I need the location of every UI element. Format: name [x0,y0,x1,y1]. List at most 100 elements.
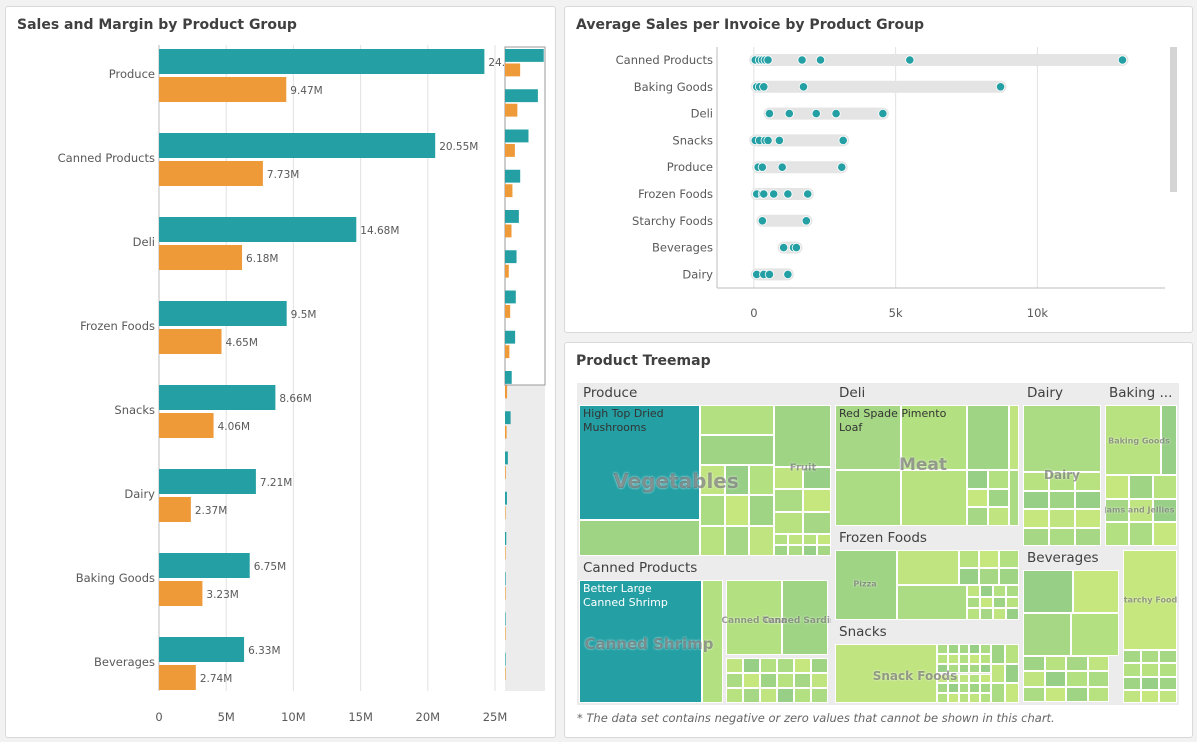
treemap-cell[interactable] [794,658,811,673]
treemap-cell[interactable] [1075,472,1101,491]
data-point[interactable] [764,109,775,119]
treemap-cell[interactable] [1141,663,1159,677]
data-point[interactable] [995,82,1006,92]
treemap-cell[interactable] [967,405,1009,470]
data-point[interactable] [757,162,767,172]
treemap-cell[interactable] [702,580,723,703]
treemap-cell[interactable] [774,489,803,512]
treemap-cell[interactable] [897,550,959,585]
treemap-cell[interactable] [1005,663,1019,684]
treemap-cell[interactable] [724,465,750,496]
treemap-cell[interactable] [980,693,991,703]
data-point[interactable] [769,189,779,199]
treemap-cell[interactable] [980,663,991,674]
treemap-cell[interactable] [969,693,981,703]
data-point[interactable] [774,135,784,145]
treemap-cell[interactable] [969,683,981,694]
treemap-cell[interactable] [937,663,948,674]
data-point[interactable] [757,216,767,226]
margin-bar[interactable] [159,665,196,690]
treemap-cell[interactable] [967,470,988,489]
treemap-cell[interactable] [980,653,991,664]
treemap-cell[interactable] [1023,527,1049,546]
data-point[interactable] [878,109,888,119]
treemap-cell[interactable] [811,688,828,703]
treemap-group-starchy-foods[interactable]: Starchy Foods [1121,548,1179,705]
treemap-cell[interactable] [811,673,828,688]
treemap-cell[interactable] [969,644,981,654]
treemap-cell[interactable] [774,545,789,556]
treemap-cell[interactable] [1023,671,1045,687]
treemap-cell[interactable] [979,550,999,568]
treemap-group-deli[interactable]: Deli Red Spade Pimento Loaf Meat [833,383,1021,528]
treemap-cell[interactable] [1023,686,1045,702]
treemap-cell[interactable] [788,534,803,545]
treemap-cell[interactable] [794,673,811,688]
treemap-cell[interactable] [947,693,959,703]
treemap-cell[interactable] [991,663,1005,684]
data-point[interactable] [783,269,793,279]
treemap-cell[interactable] [1123,550,1177,650]
treemap-cell[interactable] [1044,671,1066,687]
treemap-cell[interactable] [777,673,794,688]
treemap-cell[interactable] [969,653,981,664]
treemap-cell[interactable] [1123,676,1141,690]
treemap-cell[interactable] [897,585,967,620]
treemap-cell[interactable] [724,495,750,526]
treemap-cell[interactable] [700,435,774,465]
treemap-cell[interactable] [991,644,1005,664]
treemap-cell[interactable] [835,470,901,526]
treemap-cell[interactable] [774,467,803,490]
treemap-cell[interactable] [1066,686,1088,702]
treemap-cell[interactable] [1159,676,1177,690]
treemap-cell[interactable] [743,688,760,703]
treemap-cell[interactable] [1105,522,1129,546]
treemap-cell[interactable] [1066,656,1088,672]
treemap-cell[interactable] [1075,490,1101,509]
data-point[interactable] [797,55,807,65]
treemap-cell[interactable] [1006,608,1019,620]
treemap-cell[interactable] [760,673,777,688]
data-point[interactable] [811,109,821,119]
data-point[interactable] [777,162,787,172]
treemap-cell[interactable] [969,663,981,674]
sales-bar[interactable] [159,637,245,662]
treemap-cell[interactable] [835,405,901,470]
data-point[interactable] [803,189,813,199]
treemap-cell[interactable] [1023,405,1101,472]
treemap-cell[interactable] [802,511,831,534]
treemap-cell[interactable] [958,673,970,684]
treemap-cell[interactable] [700,525,725,556]
treemap-cell[interactable] [1023,490,1049,509]
treemap-cell[interactable] [802,467,831,490]
treemap-cell[interactable] [1123,663,1141,677]
treemap-cell[interactable] [802,545,817,556]
treemap-cell[interactable] [1087,656,1109,672]
treemap-cell[interactable] [980,608,993,620]
data-point[interactable] [783,189,793,199]
data-point[interactable] [798,82,809,92]
treemap-cell[interactable] [901,470,967,526]
margin-bar[interactable] [159,245,243,270]
treemap-group-produce[interactable]: Produce High Top Dried Mushrooms Vegetable… [577,383,833,558]
treemap-cell[interactable] [993,585,1006,597]
treemap-cell[interactable] [979,567,999,585]
treemap-cell[interactable] [743,673,760,688]
treemap-cell[interactable] [1006,585,1019,597]
treemap-cell[interactable] [700,495,725,526]
treemap-group-snacks[interactable]: Snacks Snack Foods [833,622,1021,705]
data-point[interactable] [831,109,841,119]
data-point[interactable] [791,243,801,253]
treemap-cell[interactable] [980,644,991,654]
treemap-cell[interactable] [958,683,970,694]
treemap-cell[interactable] [947,644,959,654]
treemap-cell[interactable] [1141,650,1159,664]
data-point[interactable] [759,189,769,199]
treemap-cell[interactable] [967,488,988,508]
sales-bar[interactable] [159,217,357,242]
data-point[interactable] [1117,55,1128,65]
treemap-cell[interactable] [988,470,1009,489]
treemap-cell[interactable] [1105,498,1129,523]
data-point[interactable] [759,82,769,92]
treemap-cell[interactable] [999,550,1019,568]
